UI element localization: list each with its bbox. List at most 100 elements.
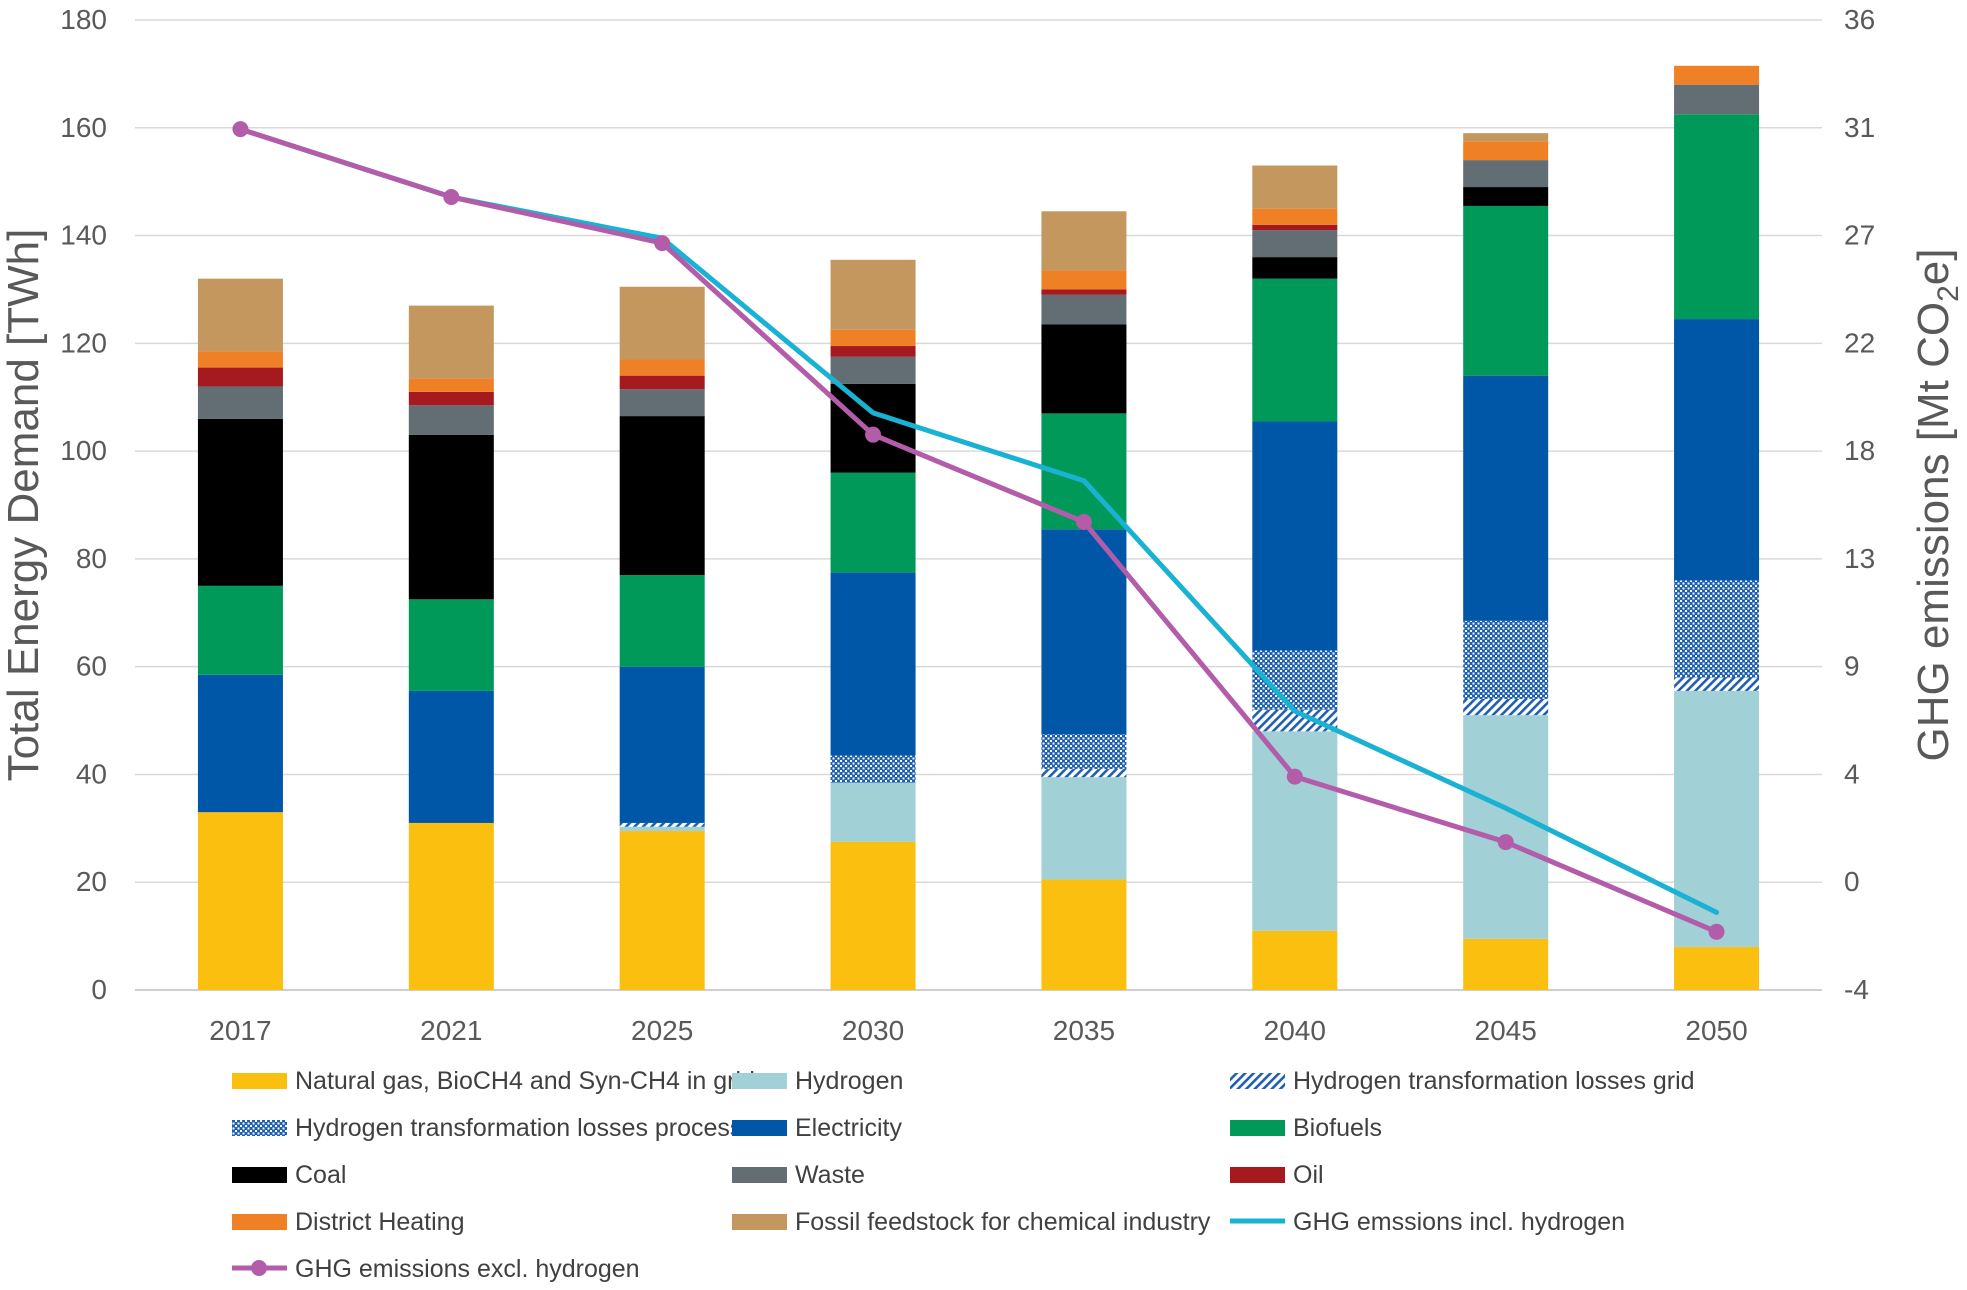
bar-segment: [197, 351, 283, 368]
legend-swatch: [232, 1214, 287, 1230]
bar-segment: [1463, 205, 1549, 376]
bar-segment: [1252, 257, 1338, 279]
y-tick-label: 60: [76, 651, 107, 682]
line-point: [1497, 834, 1514, 851]
x-tick-label: 2021: [420, 1015, 482, 1046]
bar-segment: [619, 666, 705, 823]
line-point: [1286, 768, 1303, 785]
bar-segment: [1041, 294, 1127, 325]
legend-swatch: [1230, 1120, 1285, 1136]
bar-segment: [1674, 84, 1760, 115]
bar-segment: [1252, 930, 1338, 990]
y2-axis-title-end: e]: [1909, 248, 1958, 285]
bar-segment: [830, 259, 916, 330]
emission-lines: [232, 121, 1725, 940]
y-tick-label: 100: [60, 435, 107, 466]
legend-item: GHG emissions excl. hydrogen: [232, 1255, 640, 1283]
legend-item: GHG emssions incl. hydrogen: [1230, 1208, 1625, 1236]
bar-segment: [1041, 211, 1127, 271]
bar-segment: [197, 367, 283, 387]
bar-segment: [619, 831, 705, 990]
legend-item: Hydrogen transformation losses processes: [232, 1114, 769, 1142]
bar-segment: [1674, 319, 1760, 581]
x-tick-label: 2040: [1264, 1015, 1326, 1046]
bar-segment: [1252, 709, 1338, 732]
legend: Natural gas, BioCH4 and Syn-CH4 in grid H…: [232, 1067, 1695, 1283]
bar-segment: [1252, 421, 1338, 651]
legend-swatch: [232, 1073, 287, 1089]
y2-tick-label: 36: [1844, 4, 1875, 35]
bar-segment: [1252, 731, 1338, 931]
bar-segment: [1463, 938, 1549, 990]
bar-segment: [1463, 133, 1549, 142]
bar-segment: [1674, 946, 1760, 990]
legend-item: District Heating: [232, 1208, 465, 1236]
y2-tick-label: 27: [1844, 220, 1875, 251]
bar-segment: [1674, 690, 1760, 947]
bar-segment: [830, 841, 916, 990]
legend-swatch: [232, 1120, 287, 1136]
legend-item: Fossil feedstock for chemical industry: [732, 1208, 1211, 1236]
y2-axis-title-main: GHG emissions [Mt CO: [1909, 302, 1958, 762]
legend-item: Waste: [732, 1161, 865, 1189]
bar-segment: [1252, 224, 1338, 231]
legend-label: GHG emssions incl. hydrogen: [1293, 1208, 1625, 1236]
bar-segment: [1252, 165, 1338, 209]
bar-stack-2025: [619, 286, 705, 990]
bar-segment: [619, 286, 705, 360]
legend-label: District Heating: [295, 1208, 465, 1236]
bar-stack-2045: [1463, 133, 1549, 990]
legend-swatch: [1230, 1073, 1285, 1089]
bar-segment: [619, 826, 705, 832]
y2-axis-title: GHG emissions [Mt CO2e]: [1909, 248, 1965, 761]
legend-item: Electricity: [732, 1114, 902, 1142]
x-tick-label: 2025: [631, 1015, 693, 1046]
bar-segment: [1674, 580, 1760, 678]
bar-segment: [408, 434, 494, 600]
bar-segment: [830, 346, 916, 357]
legend-label: Waste: [795, 1161, 865, 1189]
y-tick-label: 120: [60, 327, 107, 358]
bar-segment: [1041, 777, 1127, 880]
bar-stack-2040: [1252, 165, 1338, 990]
bar-stack-2017: [197, 278, 283, 990]
y2-tick-label: 22: [1844, 327, 1875, 358]
y2-tick-label: 31: [1844, 112, 1875, 143]
legend-label: Biofuels: [1293, 1114, 1382, 1142]
bar-segment: [830, 329, 916, 347]
bar-segment: [1041, 734, 1127, 770]
legend-swatch: [732, 1167, 787, 1183]
legend-label: Hydrogen transformation losses grid: [1293, 1067, 1695, 1095]
x-tick-label: 2050: [1685, 1015, 1747, 1046]
y2-tick-label: 9: [1844, 651, 1860, 682]
legend-item: Oil: [1230, 1161, 1324, 1189]
bar-segment: [408, 405, 494, 435]
bar-segment: [408, 822, 494, 990]
legend-item: Biofuels: [1230, 1114, 1382, 1142]
line-point: [443, 189, 460, 206]
bar-segment: [830, 356, 916, 384]
y2-tick-label: 4: [1844, 758, 1860, 789]
bar-segment: [197, 812, 283, 990]
y-tick-label: 160: [60, 112, 107, 143]
legend-label: Electricity: [795, 1114, 902, 1142]
bar-segment: [619, 822, 705, 827]
legend-item: Coal: [232, 1161, 346, 1189]
legend-item: Hydrogen transformation losses grid: [1230, 1067, 1695, 1095]
y-tick-label: 180: [60, 4, 107, 35]
legend-label: Oil: [1293, 1161, 1324, 1189]
bar-segment: [1041, 270, 1127, 290]
bar-segment: [1041, 769, 1127, 778]
bar-segment: [830, 782, 916, 842]
legend-marker: [251, 1260, 267, 1276]
x-tick-label: 2017: [209, 1015, 271, 1046]
x-tick-label: 2045: [1475, 1015, 1537, 1046]
x-tick-label: 2030: [842, 1015, 904, 1046]
bar-stack-2050: [1674, 65, 1760, 990]
legend-label: Hydrogen transformation losses processes: [295, 1114, 769, 1142]
bar-segment: [1041, 289, 1127, 295]
line-point: [654, 235, 671, 252]
bar-segment: [619, 416, 705, 576]
